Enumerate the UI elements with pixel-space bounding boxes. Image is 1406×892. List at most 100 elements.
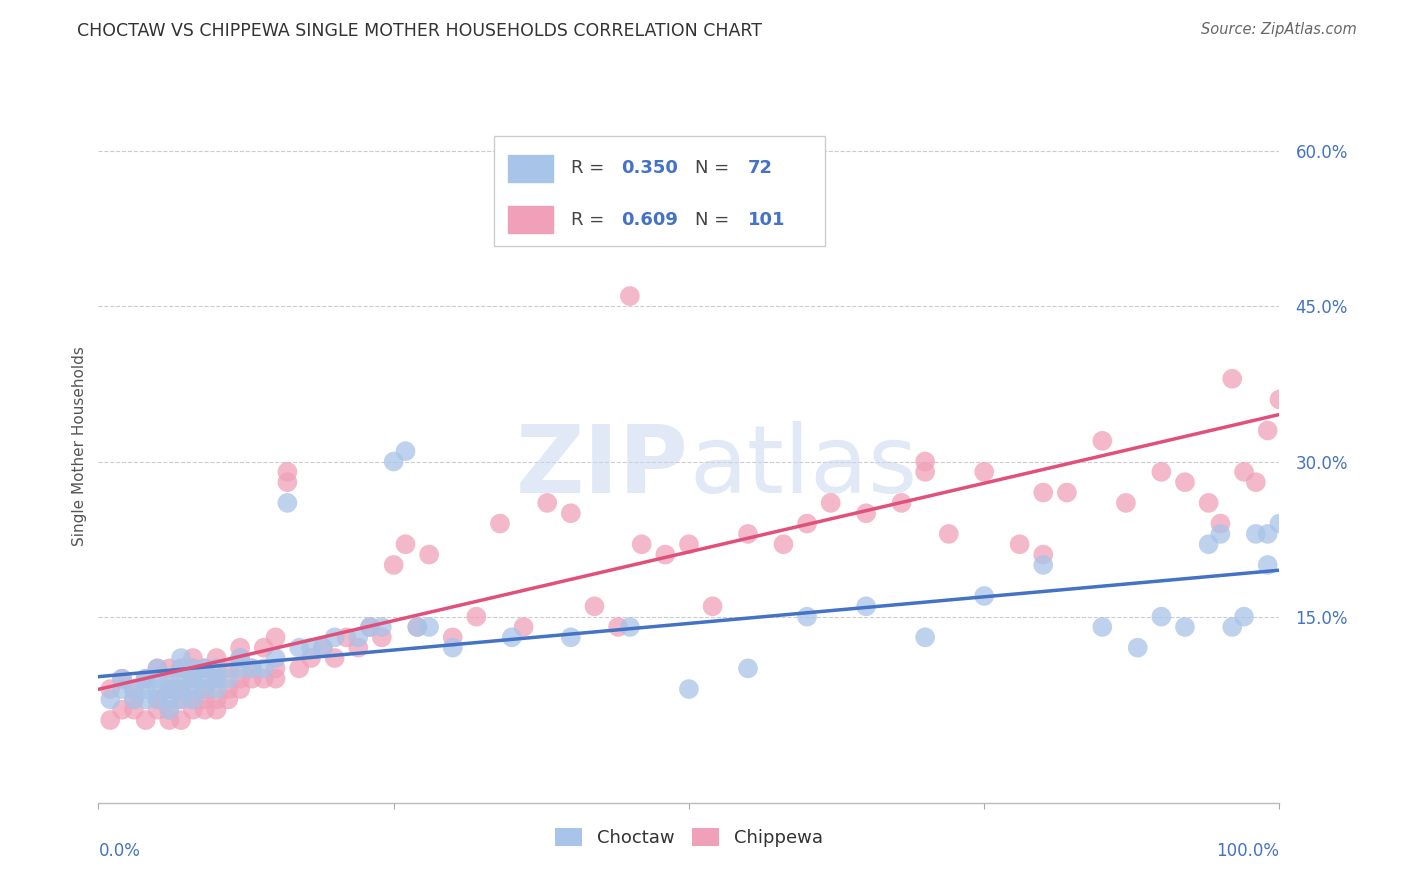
Point — [194, 681, 217, 696]
Point — [217, 661, 239, 675]
Point — [1244, 527, 1267, 541]
Text: N =: N = — [695, 211, 735, 228]
Point — [406, 620, 429, 634]
Point — [820, 496, 842, 510]
Point — [135, 713, 157, 727]
Point — [157, 661, 180, 675]
Point — [536, 165, 558, 179]
Point — [205, 692, 228, 706]
Text: 72: 72 — [748, 160, 773, 178]
Point — [122, 692, 145, 706]
Point — [347, 630, 370, 644]
Point — [288, 661, 311, 675]
Point — [1150, 609, 1173, 624]
Point — [157, 672, 180, 686]
Point — [181, 672, 204, 686]
Point — [382, 454, 405, 468]
Point — [1244, 475, 1267, 490]
Point — [157, 681, 180, 696]
Point — [264, 630, 287, 644]
Point — [229, 672, 252, 686]
Point — [205, 651, 228, 665]
Point — [938, 527, 960, 541]
Point — [737, 661, 759, 675]
Point — [194, 672, 217, 686]
Point — [264, 672, 287, 686]
Point — [1209, 516, 1232, 531]
Bar — [508, 206, 553, 234]
Point — [501, 630, 523, 644]
Point — [288, 640, 311, 655]
Point — [181, 661, 204, 675]
Point — [135, 681, 157, 696]
Point — [217, 692, 239, 706]
Point — [1220, 372, 1243, 386]
Point — [229, 661, 252, 675]
Point — [1174, 475, 1197, 490]
Point — [560, 506, 582, 520]
Point — [371, 630, 394, 644]
Point — [170, 661, 193, 675]
Point — [111, 672, 134, 686]
Point — [1174, 620, 1197, 634]
Point — [1257, 527, 1279, 541]
Point — [170, 681, 193, 696]
Point — [855, 506, 877, 520]
Point — [973, 589, 995, 603]
Point — [240, 661, 263, 675]
Point — [619, 289, 641, 303]
Point — [619, 620, 641, 634]
Text: R =: R = — [571, 211, 610, 228]
Point — [914, 454, 936, 468]
Point — [1032, 485, 1054, 500]
Legend: Choctaw, Chippewa: Choctaw, Chippewa — [548, 821, 830, 855]
Point — [135, 672, 157, 686]
Point — [1032, 558, 1054, 572]
Point — [122, 681, 145, 696]
Text: 100.0%: 100.0% — [1216, 842, 1279, 860]
Point — [205, 681, 228, 696]
Point — [229, 651, 252, 665]
Text: ZIP: ZIP — [516, 421, 689, 514]
Point — [98, 713, 121, 727]
Point — [111, 681, 134, 696]
Point — [170, 692, 193, 706]
Point — [181, 672, 204, 686]
Point — [181, 681, 204, 696]
Point — [382, 558, 405, 572]
Point — [205, 661, 228, 675]
Point — [347, 640, 370, 655]
Point — [111, 672, 134, 686]
Point — [122, 681, 145, 696]
Point — [323, 630, 346, 644]
Point — [170, 713, 193, 727]
Point — [194, 661, 217, 675]
Point — [1091, 434, 1114, 448]
Point — [512, 620, 534, 634]
Point — [855, 599, 877, 614]
Point — [772, 537, 794, 551]
Point — [406, 620, 429, 634]
Point — [536, 496, 558, 510]
Point — [560, 630, 582, 644]
Text: R =: R = — [571, 160, 610, 178]
Point — [229, 640, 252, 655]
Point — [441, 630, 464, 644]
Point — [194, 692, 217, 706]
Bar — [508, 155, 553, 182]
Point — [796, 609, 818, 624]
Point — [157, 703, 180, 717]
Point — [1257, 424, 1279, 438]
Point — [253, 672, 276, 686]
Point — [737, 196, 759, 211]
Point — [157, 713, 180, 727]
Point — [170, 692, 193, 706]
Point — [1257, 558, 1279, 572]
Y-axis label: Single Mother Households: Single Mother Households — [72, 346, 87, 546]
Point — [229, 681, 252, 696]
Point — [1233, 609, 1256, 624]
Point — [170, 672, 193, 686]
Point — [630, 537, 652, 551]
Text: 0.0%: 0.0% — [98, 842, 141, 860]
Point — [607, 620, 630, 634]
